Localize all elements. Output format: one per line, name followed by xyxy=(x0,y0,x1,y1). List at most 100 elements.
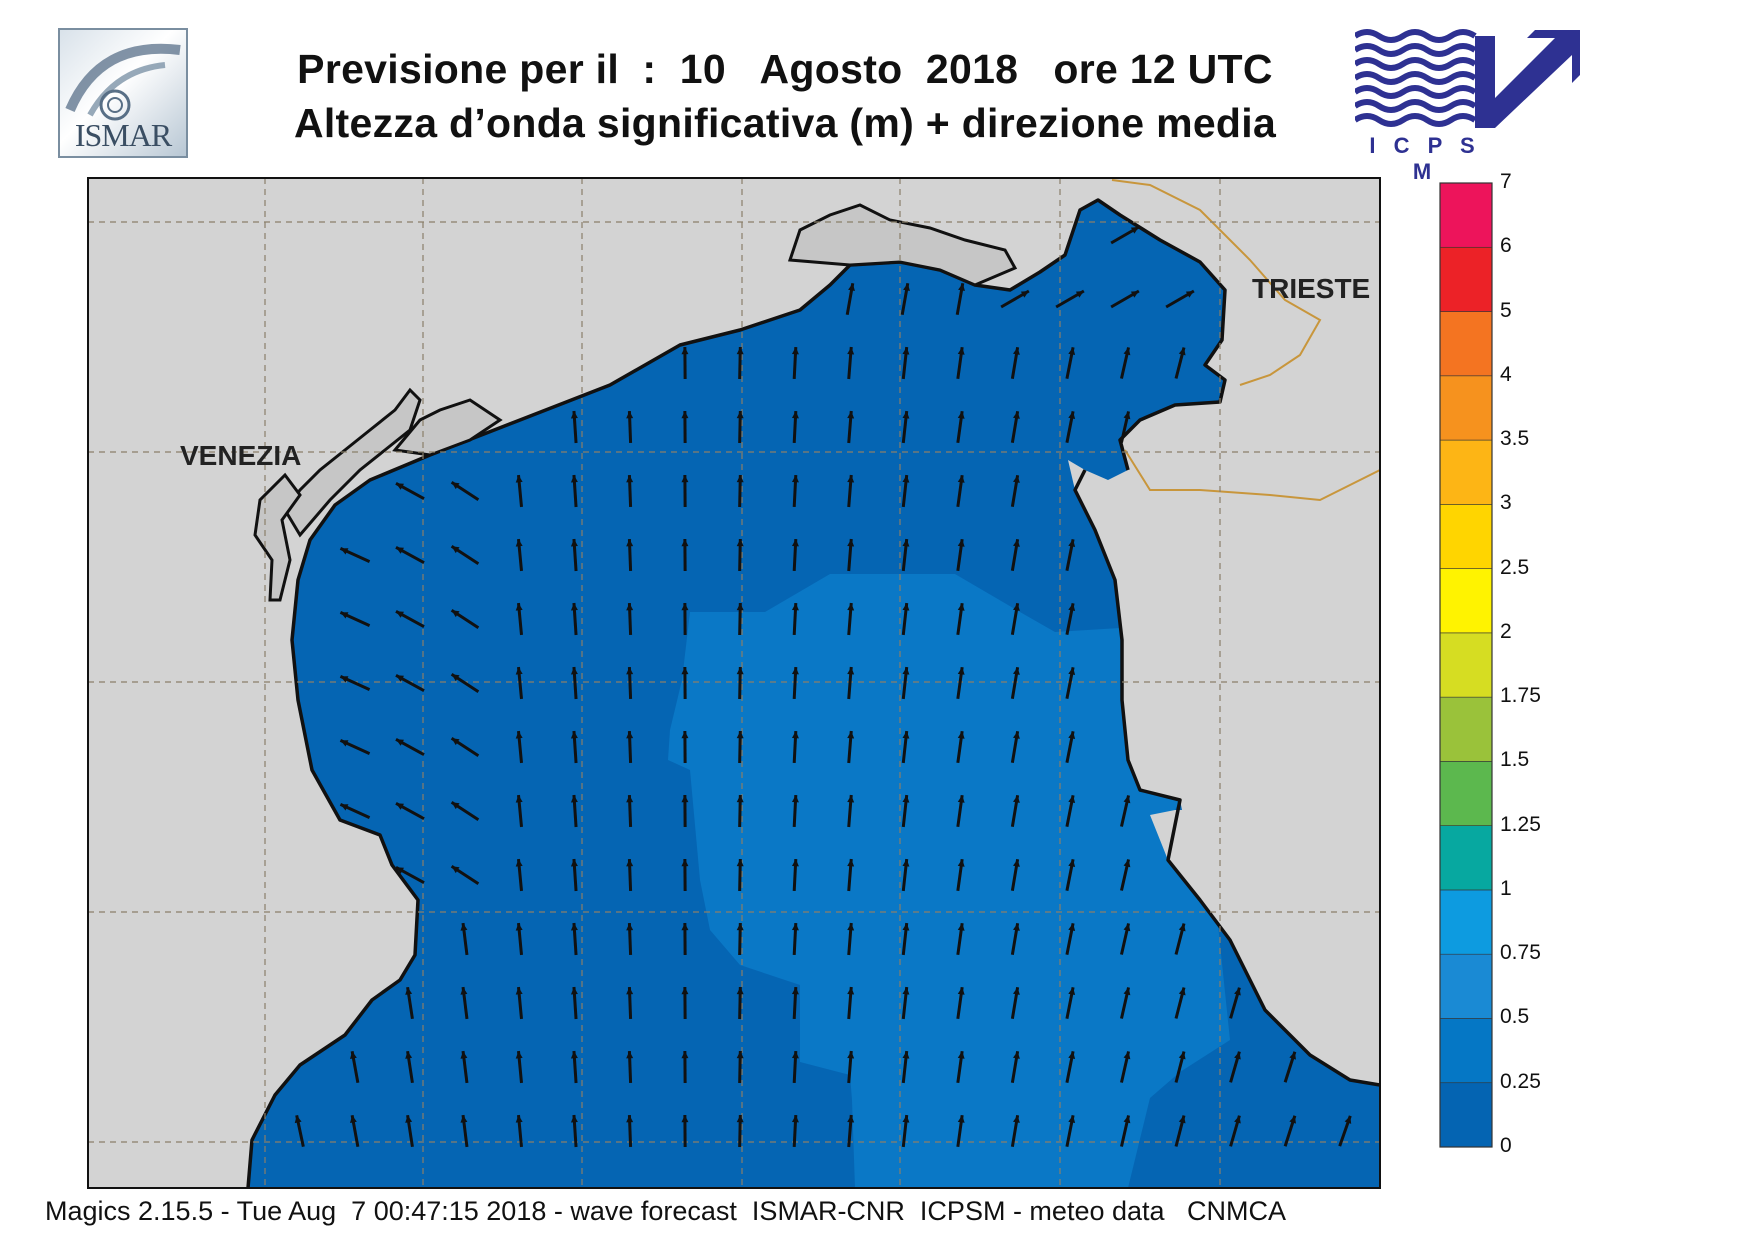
legend-label: 6 xyxy=(1500,234,1512,258)
wave-arrow-head xyxy=(1123,1115,1131,1124)
wave-arrow-head xyxy=(902,859,910,867)
wave-arrow-head xyxy=(570,731,578,739)
wave-arrow-head xyxy=(1013,347,1020,355)
wave-arrow-head xyxy=(349,1051,357,1059)
color-legend xyxy=(1439,182,1493,1148)
wave-arrow-head xyxy=(847,731,855,739)
wave-arrow-head xyxy=(340,676,349,683)
wave-arrow-head xyxy=(903,283,910,291)
legend-swatch xyxy=(1439,246,1493,312)
wave-arrow-head xyxy=(451,482,460,490)
legend-label: 3 xyxy=(1500,491,1512,515)
wave-arrow-head xyxy=(681,731,689,739)
wave-arrow-head xyxy=(736,731,744,739)
wave-arrow-head xyxy=(791,859,799,867)
wave-arrow-head xyxy=(1289,1115,1296,1124)
marano-lagoon xyxy=(787,203,1018,287)
wave-arrow-head xyxy=(957,667,965,675)
legend-label: 1 xyxy=(1500,876,1512,900)
wave-arrow-head xyxy=(451,546,460,554)
wave-arrow-head xyxy=(570,987,578,995)
wave-arrow-head xyxy=(626,731,634,739)
wave-arrow-head xyxy=(626,859,634,867)
legend-swatch xyxy=(1439,889,1493,955)
wave-arrow-head xyxy=(957,1051,965,1059)
wave-arrow-head xyxy=(395,483,404,490)
legend-swatch xyxy=(1439,568,1493,634)
wave-arrow-head xyxy=(1123,795,1131,804)
ismar-logo: ISMAR xyxy=(58,28,188,158)
wave-arrow-head xyxy=(1178,987,1186,996)
wave-arrow-head xyxy=(570,539,578,547)
wave-arrow-head xyxy=(791,539,799,547)
wave-arrow-head xyxy=(1068,1115,1076,1124)
wave-arrow-head xyxy=(515,475,523,483)
legend-label: 5 xyxy=(1500,298,1512,322)
wave-arrow-head xyxy=(957,923,965,931)
wave-arrow-head xyxy=(570,411,578,419)
wave-arrow-head xyxy=(515,731,523,739)
wave-arrow-head xyxy=(1068,667,1076,676)
wave-arrow-head xyxy=(902,539,910,547)
wave-arrow-head xyxy=(1130,227,1139,234)
wave-arrow-head xyxy=(395,867,404,874)
legend-label: 4 xyxy=(1500,362,1512,386)
wave-arrow-head xyxy=(1178,1115,1186,1124)
wave-arrow-head xyxy=(791,411,799,419)
wave-arrow-head xyxy=(902,795,910,803)
wave-arrow-head xyxy=(957,603,965,611)
wave-arrow-head xyxy=(681,539,689,547)
wave-arrow-head xyxy=(957,859,965,867)
wave-arrow-head xyxy=(1013,923,1020,931)
wave-arrow-head xyxy=(460,987,468,995)
wave-arrow-head xyxy=(626,923,634,931)
ismar-logo-mark xyxy=(65,43,181,121)
wave-arrow-head xyxy=(349,1115,357,1123)
wave-arrow-head xyxy=(1013,667,1020,675)
wave-arrow-head xyxy=(340,804,349,811)
wave-arrow-head xyxy=(626,1115,634,1123)
legend-swatch xyxy=(1439,1018,1493,1084)
legend-label: 1.25 xyxy=(1500,812,1541,836)
wave-arrow-head xyxy=(1068,411,1076,420)
wave-direction-arrows xyxy=(294,225,1352,1148)
wave-arrow-head xyxy=(626,795,634,803)
wave-arrow-head xyxy=(405,1051,413,1059)
wave-arrow-head xyxy=(736,923,744,931)
wave-arrow-head xyxy=(1013,1115,1020,1123)
city-label-venezia: VENEZIA xyxy=(180,440,301,471)
wave-arrow-head xyxy=(902,411,910,419)
wave-arrow-head xyxy=(515,667,523,675)
wave-arrow-head xyxy=(736,1115,744,1123)
wave-arrow-head xyxy=(791,1115,799,1123)
wave-arrow-head xyxy=(1068,859,1076,868)
wave-arrow-head xyxy=(294,1115,302,1124)
icpsm-logo: I C P S M xyxy=(1355,28,1585,184)
wave-arrow-head xyxy=(1289,1051,1296,1060)
wave-arrow-head xyxy=(626,475,634,483)
wave-arrow-head xyxy=(451,802,460,810)
wave-arrow-head xyxy=(902,475,910,483)
wave-arrow-head xyxy=(847,603,855,611)
wave-arrow-head xyxy=(1013,475,1020,483)
wave-arrow-head xyxy=(847,1051,855,1059)
wave-arrow-head xyxy=(681,1115,689,1123)
wave-arrow-head xyxy=(570,1051,578,1059)
wave-arrow-head xyxy=(957,539,965,547)
legend-swatch xyxy=(1439,1082,1493,1148)
wave-arrow-head xyxy=(957,411,965,419)
wave-arrow-head xyxy=(957,795,965,803)
wave-arrow-head xyxy=(626,539,634,547)
wave-arrow-head xyxy=(570,667,578,675)
wave-arrow-head xyxy=(681,795,689,803)
wave-arrow-head xyxy=(515,1115,523,1123)
wave-arrow-head xyxy=(791,923,799,931)
wave-arrow-head xyxy=(736,987,744,995)
wave-arrow-head xyxy=(1068,923,1076,932)
wave-arrow-head xyxy=(957,987,965,995)
wave-arrow-head xyxy=(395,547,404,554)
wave-arrow-head xyxy=(626,603,634,611)
wave-arrow-head xyxy=(791,731,799,739)
wave-arrow-head xyxy=(626,667,634,675)
